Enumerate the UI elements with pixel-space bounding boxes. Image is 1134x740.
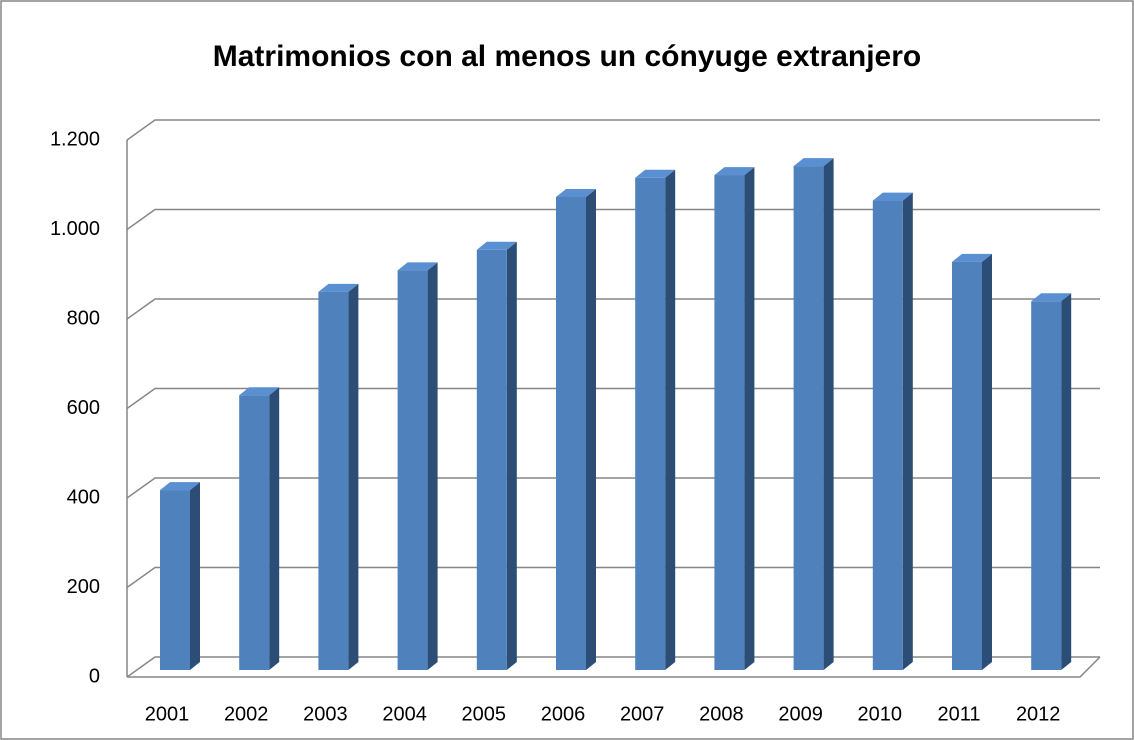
bar	[793, 166, 824, 671]
bar-side	[744, 167, 755, 670]
x-tick-label: 2008	[699, 703, 744, 725]
bar	[872, 200, 903, 670]
bar	[476, 249, 507, 671]
x-tick-label: 2002	[224, 703, 269, 725]
bar-top	[714, 167, 755, 176]
x-tick-label: 2007	[620, 703, 665, 725]
y-tick-label: 1.200	[50, 128, 100, 150]
bar-top	[635, 169, 676, 178]
bar-top	[872, 192, 913, 201]
x-tick-label: 2004	[382, 703, 427, 725]
bar	[239, 395, 270, 670]
floor-edge	[127, 656, 1101, 678]
bar-top	[556, 188, 596, 197]
x-tick-label: 2011	[937, 703, 980, 725]
bar-top	[793, 158, 834, 167]
x-tick-label: 2009	[778, 703, 823, 725]
bar-side	[348, 283, 359, 670]
bar	[556, 196, 586, 670]
bar-top	[397, 262, 438, 271]
bar-side	[823, 158, 834, 671]
x-tick-label: 2003	[303, 703, 348, 725]
bar-top	[476, 241, 517, 250]
bar-side	[1061, 293, 1072, 670]
x-tick-label: 2012	[1016, 703, 1061, 725]
grid-line	[126, 656, 1100, 678]
bar-side	[665, 169, 676, 670]
x-tick-label: 2006	[541, 703, 586, 725]
bar-top	[318, 283, 359, 292]
bar-side	[506, 241, 517, 671]
x-tick-label: 2005	[462, 703, 507, 725]
bar	[714, 175, 745, 670]
bar-side	[190, 482, 200, 670]
grid-line	[126, 208, 1100, 231]
bar	[397, 270, 428, 670]
grid-line	[126, 566, 1100, 589]
y-tick-label: 600	[67, 397, 100, 419]
bar-side	[269, 387, 280, 670]
bar-top	[952, 253, 992, 262]
bar	[1031, 301, 1062, 670]
bar-top	[1031, 293, 1072, 302]
bar	[952, 261, 982, 670]
x-tick-label: 2001	[145, 703, 190, 725]
bar-side	[982, 253, 992, 670]
chart-title: Matrimonios con al menos un cónyuge extr…	[213, 40, 921, 73]
bar-top	[239, 387, 280, 396]
bar	[635, 177, 666, 670]
bar	[318, 291, 349, 670]
grid-line	[126, 477, 1100, 499]
grid-line	[126, 119, 1100, 141]
grid-line	[126, 387, 1100, 410]
x-tick-label: 2010	[858, 703, 903, 725]
bar-side	[902, 192, 913, 670]
bar	[160, 490, 190, 670]
y-tick-label: 200	[67, 576, 100, 598]
grid-line	[126, 298, 1100, 320]
y-tick-label: 400	[67, 486, 100, 508]
y-tick-label: 1.000	[50, 218, 100, 240]
bar-top	[160, 482, 200, 491]
y-tick-label: 0	[89, 665, 100, 687]
y-tick-label: 800	[67, 307, 100, 329]
bar-side	[586, 188, 596, 670]
bar-side	[427, 262, 438, 670]
